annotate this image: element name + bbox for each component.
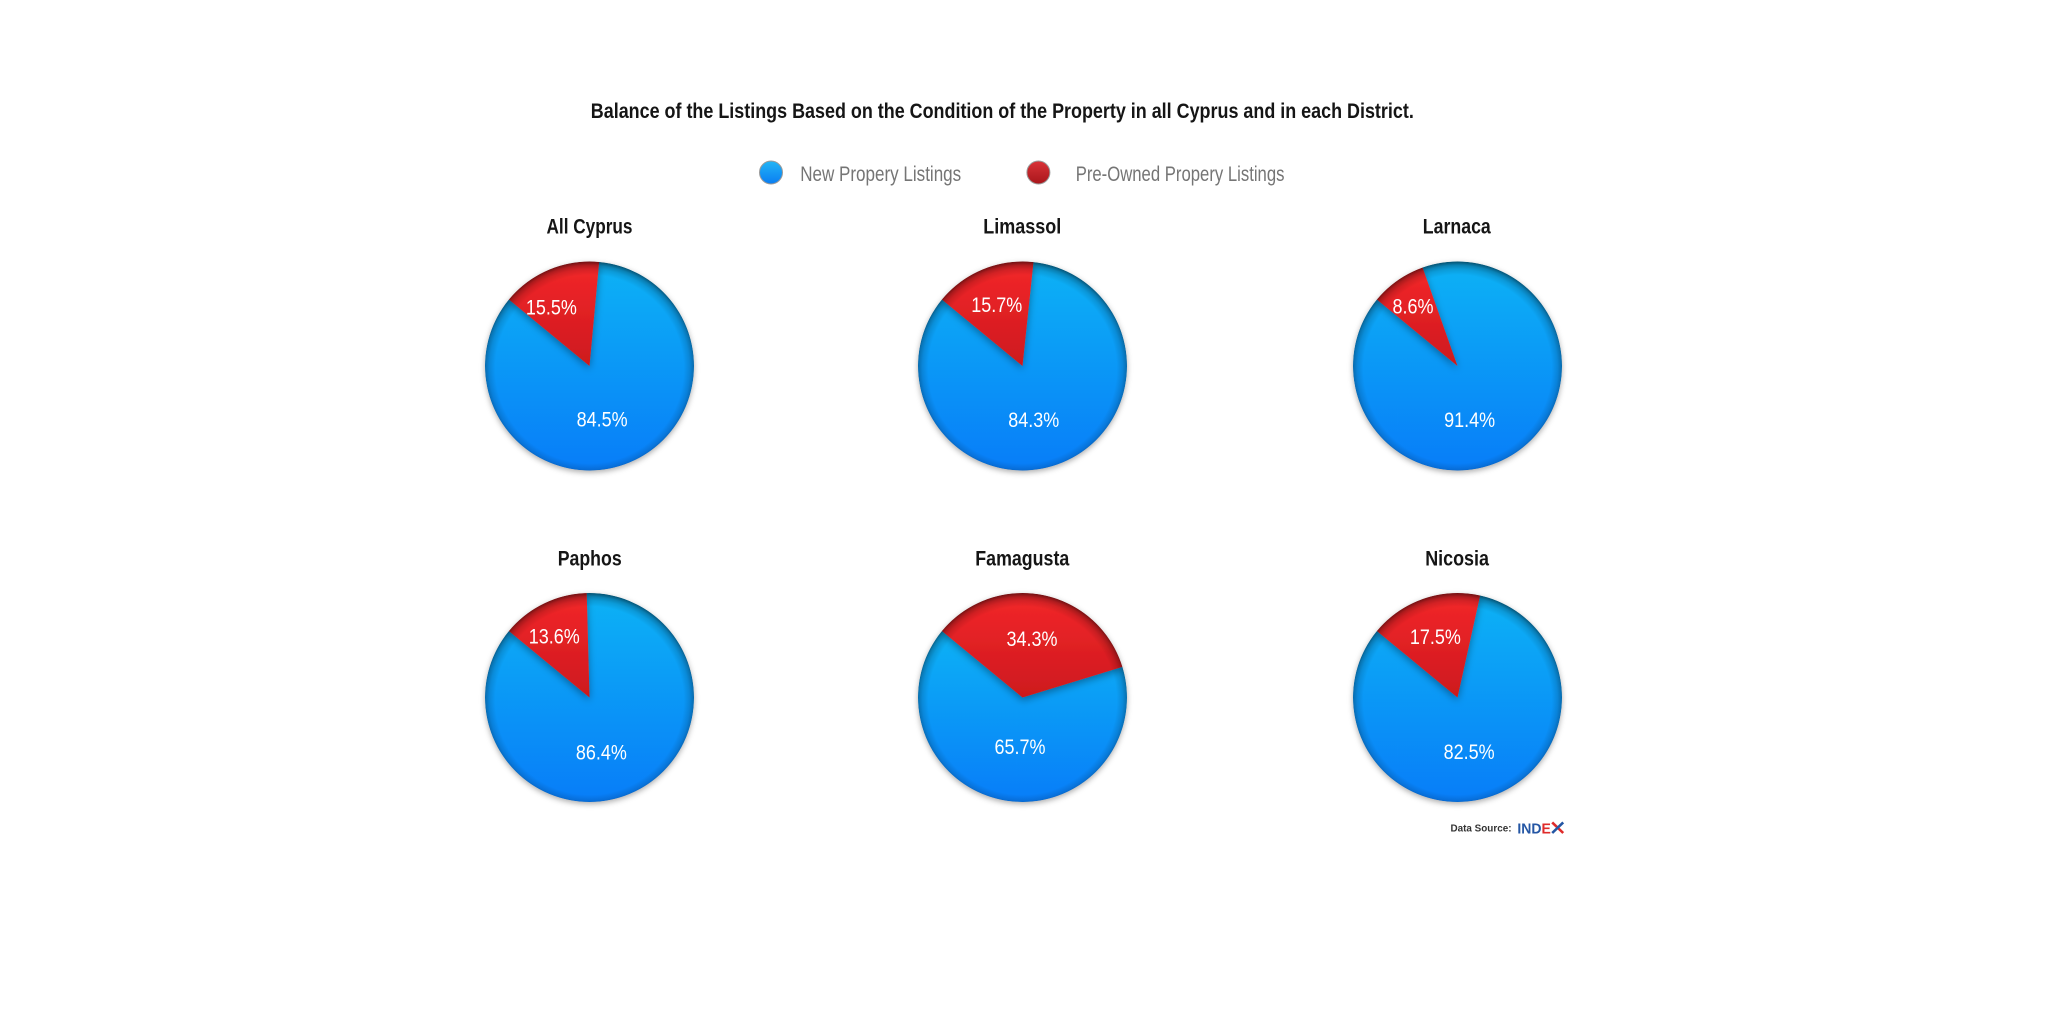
svg-text:13.6%: 13.6%	[529, 626, 580, 649]
svg-text:82.5%: 82.5%	[1444, 741, 1495, 764]
svg-text:34.3%: 34.3%	[1007, 628, 1058, 651]
svg-text:INDE: INDE	[1517, 821, 1551, 837]
svg-text:17.5%: 17.5%	[1410, 626, 1461, 649]
svg-text:8.6%: 8.6%	[1393, 295, 1434, 318]
svg-text:84.3%: 84.3%	[1008, 409, 1059, 432]
svg-text:65.7%: 65.7%	[995, 736, 1046, 759]
svg-text:91.4%: 91.4%	[1444, 409, 1495, 432]
svg-text:Data Source:: Data Source:	[1451, 823, 1512, 835]
svg-text:New Propery Listings: New Propery Listings	[800, 163, 961, 186]
svg-text:84.5%: 84.5%	[577, 409, 628, 432]
svg-text:Balance of the Listings Based: Balance of the Listings Based on the Con…	[591, 100, 1414, 123]
svg-text:15.5%: 15.5%	[526, 297, 577, 320]
svg-text:Pre-Owned Propery Listings: Pre-Owned Propery Listings	[1076, 163, 1285, 186]
svg-text:Paphos: Paphos	[558, 547, 622, 570]
svg-text:Limassol: Limassol	[983, 215, 1061, 238]
svg-text:86.4%: 86.4%	[576, 742, 627, 765]
svg-text:Larnaca: Larnaca	[1423, 215, 1491, 238]
svg-text:Nicosia: Nicosia	[1425, 547, 1489, 570]
svg-text:All Cyprus: All Cyprus	[547, 215, 633, 238]
svg-text:15.7%: 15.7%	[971, 294, 1022, 317]
svg-text:Famagusta: Famagusta	[975, 547, 1069, 570]
